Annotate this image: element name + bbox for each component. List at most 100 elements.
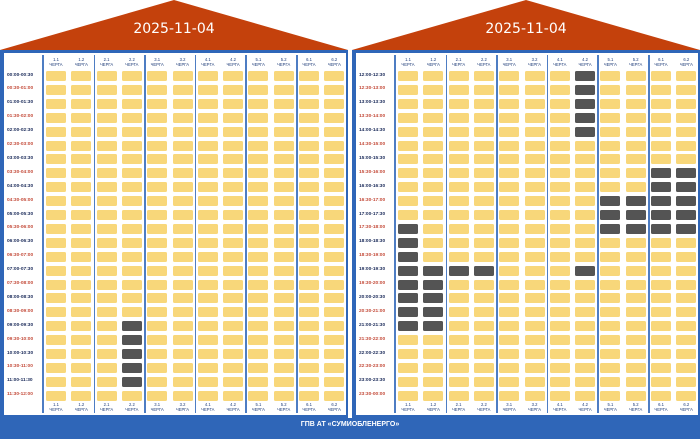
power-on-cell (448, 376, 469, 387)
power-on-cell (299, 362, 319, 373)
power-on-cell (676, 98, 697, 109)
power-on-cell (223, 349, 244, 359)
power-on-cell (273, 196, 294, 207)
power-on-cell (71, 196, 92, 207)
queue-word: ЧЕРГА (251, 62, 265, 68)
queue-footer: 2.2 ЧЕРГА (120, 402, 144, 413)
power-on-cell (96, 112, 117, 123)
power-on-cell (448, 307, 469, 318)
power-on-cell (121, 126, 142, 137)
power-on-cell (575, 182, 596, 193)
power-on-cell (223, 126, 244, 137)
power-on-cell (71, 349, 92, 359)
power-on-cell (223, 168, 244, 179)
power-on-cell (398, 168, 418, 179)
power-on-cell (600, 349, 621, 359)
power-on-cell (600, 71, 621, 81)
power-on-cell (324, 265, 345, 276)
power-on-cell (473, 223, 494, 234)
power-on-cell (147, 140, 168, 151)
time-slot-label: 06:00-06:30 (7, 239, 34, 245)
power-on-cell (575, 154, 596, 165)
power-on-cell (473, 321, 494, 332)
queue-word: ЧЕРГА (654, 407, 668, 413)
power-on-cell (147, 251, 168, 262)
power-on-cell (600, 84, 621, 95)
time-slot-label: 05:30-06:00 (7, 225, 34, 231)
power-on-cell (676, 237, 697, 248)
outage-cell (676, 168, 697, 179)
outage-cell (676, 223, 697, 234)
power-on-cell (423, 349, 444, 359)
queue-number: 6.1 (306, 57, 312, 62)
power-on-cell (448, 251, 469, 262)
power-on-cell (96, 168, 117, 179)
power-on-cell (147, 84, 168, 95)
outage-cell (448, 265, 469, 276)
power-on-cell (197, 376, 218, 387)
power-on-cell (600, 390, 621, 401)
power-on-cell (549, 98, 570, 109)
power-on-cell (499, 223, 520, 234)
power-on-cell (524, 98, 545, 109)
power-on-cell (398, 84, 418, 95)
power-on-cell (248, 321, 269, 332)
power-on-cell (600, 307, 621, 318)
queue-number: 3.1 (506, 57, 513, 62)
power-on-cell (600, 112, 621, 123)
power-on-cell (299, 71, 319, 81)
outage-cell (575, 84, 596, 95)
power-on-cell (147, 154, 168, 165)
queue-word: ЧЕРГА (302, 62, 316, 68)
outage-cell (676, 182, 697, 193)
power-on-cell (625, 362, 646, 373)
power-on-cell (46, 112, 66, 123)
power-on-cell (423, 98, 444, 109)
power-on-cell (473, 98, 494, 109)
power-on-cell (324, 293, 345, 304)
power-on-cell (549, 223, 570, 234)
power-on-cell (273, 140, 294, 151)
power-on-cell (549, 390, 570, 401)
power-on-cell (172, 390, 193, 401)
outage-cell (600, 223, 621, 234)
power-on-cell (473, 390, 494, 401)
queue-header: 4.2 ЧЕРГА (573, 57, 597, 68)
power-on-cell (473, 126, 494, 137)
power-on-cell (473, 196, 494, 207)
power-on-cell (524, 71, 545, 81)
power-on-cell (96, 376, 117, 387)
power-on-cell (651, 307, 671, 318)
power-on-cell (147, 376, 168, 387)
power-on-cell (299, 376, 319, 387)
group-separator (93, 55, 96, 413)
power-on-cell (223, 335, 244, 346)
power-on-cell (299, 196, 319, 207)
power-on-cell (197, 251, 218, 262)
time-slot-label: 13:30-14:00 (359, 114, 386, 120)
power-on-cell (524, 237, 545, 248)
queue-number: 4.2 (582, 402, 588, 407)
power-on-cell (625, 71, 646, 81)
power-on-cell (248, 265, 269, 276)
power-on-cell (448, 140, 469, 151)
power-on-cell (299, 112, 319, 123)
power-on-cell (197, 349, 218, 359)
power-on-cell (398, 362, 418, 373)
power-on-cell (625, 251, 646, 262)
queue-number: 6.1 (658, 57, 664, 62)
power-on-cell (625, 279, 646, 290)
footer-caption: ГПВ АТ «СУМИОБЛЕНЕРГО» (300, 421, 400, 428)
queue-word: ЧЕРГА (175, 62, 190, 68)
power-on-cell (423, 126, 444, 137)
power-on-cell (651, 154, 671, 165)
power-on-cell (71, 98, 92, 109)
power-on-cell (273, 168, 294, 179)
power-on-cell (448, 98, 469, 109)
outage-cell (625, 196, 646, 207)
queue-number: 4.1 (204, 57, 211, 62)
time-slot-label: 08:00-08:30 (7, 294, 34, 300)
queue-number: 1.2 (78, 402, 85, 407)
power-on-cell (600, 376, 621, 387)
power-on-cell (46, 182, 66, 193)
